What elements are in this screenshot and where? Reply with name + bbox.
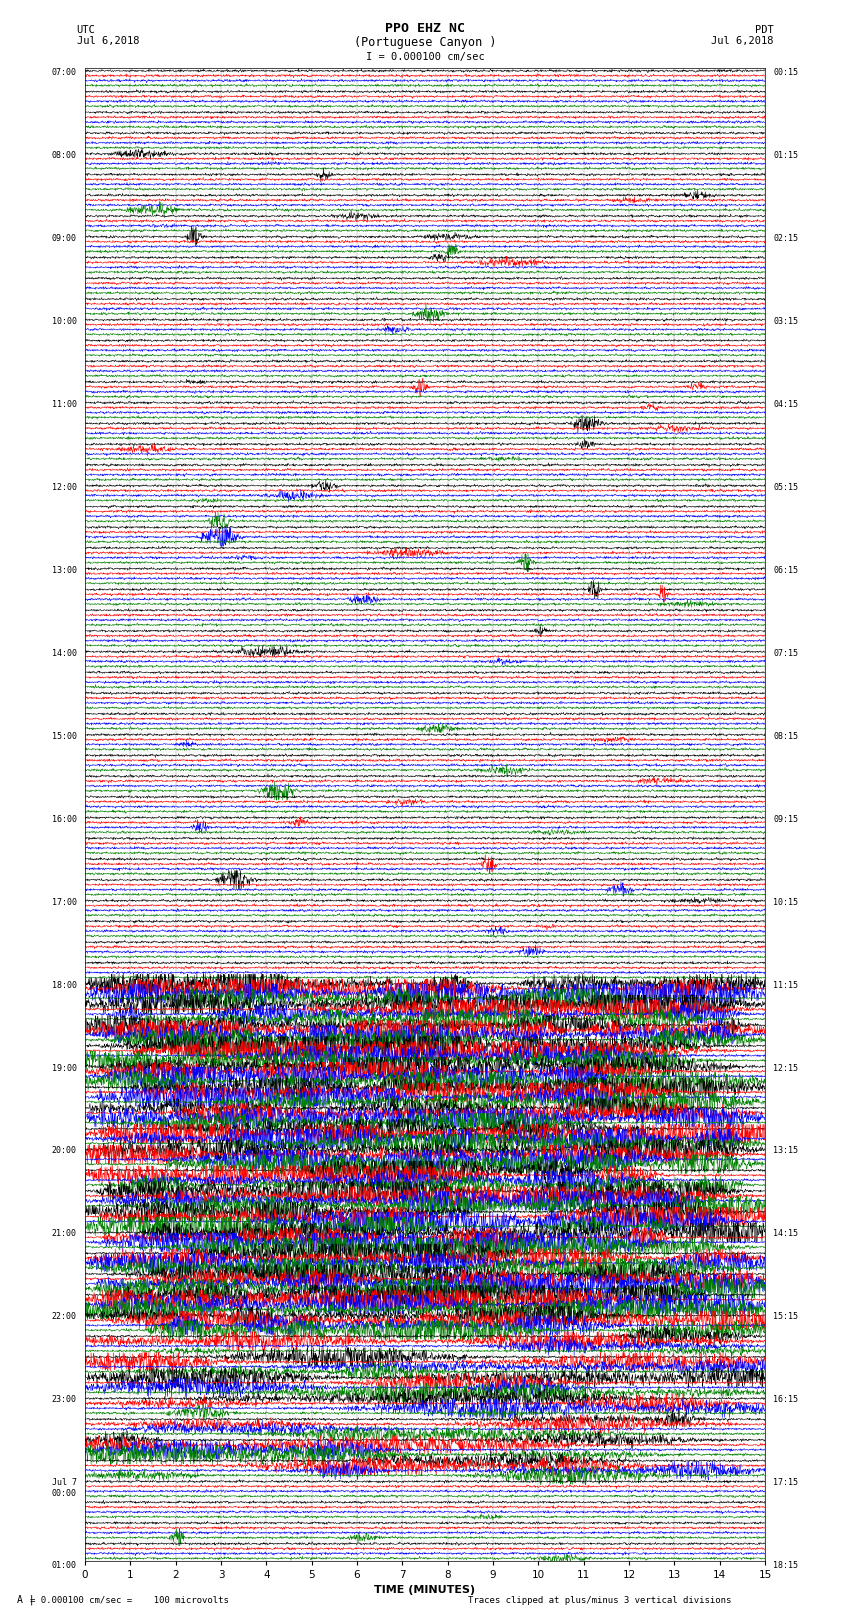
Text: UTC: UTC [76,24,95,35]
Text: 14:00: 14:00 [52,648,76,658]
Text: 02:15: 02:15 [774,234,798,242]
Text: 06:15: 06:15 [774,566,798,574]
Text: 20:00: 20:00 [52,1147,76,1155]
Text: 05:15: 05:15 [774,482,798,492]
Text: 13:15: 13:15 [774,1147,798,1155]
Text: 15:00: 15:00 [52,732,76,740]
Text: 23:00: 23:00 [52,1395,76,1405]
Text: 07:15: 07:15 [774,648,798,658]
Text: 11:15: 11:15 [774,981,798,989]
X-axis label: TIME (MINUTES): TIME (MINUTES) [375,1584,475,1595]
Text: Jul 7
00:00: Jul 7 00:00 [52,1479,76,1498]
Text: 13:00: 13:00 [52,566,76,574]
Text: 09:15: 09:15 [774,815,798,824]
Text: 22:00: 22:00 [52,1313,76,1321]
Text: 14:15: 14:15 [774,1229,798,1239]
Text: 15:15: 15:15 [774,1313,798,1321]
Text: 16:00: 16:00 [52,815,76,824]
Text: 03:15: 03:15 [774,316,798,326]
Text: 16:15: 16:15 [774,1395,798,1405]
Text: A |: A | [17,1594,35,1605]
Text: PDT: PDT [755,24,774,35]
Text: 09:00: 09:00 [52,234,76,242]
Text: 17:00: 17:00 [52,897,76,907]
Text: 07:00: 07:00 [52,68,76,77]
Text: 08:15: 08:15 [774,732,798,740]
Text: 00:15: 00:15 [774,68,798,77]
Text: 12:00: 12:00 [52,482,76,492]
Text: (Portuguese Canyon ): (Portuguese Canyon ) [354,35,496,50]
Text: 11:00: 11:00 [52,400,76,408]
Text: 01:15: 01:15 [774,150,798,160]
Text: 18:00: 18:00 [52,981,76,989]
Text: 10:15: 10:15 [774,897,798,907]
Text: I = 0.000100 cm/sec: I = 0.000100 cm/sec [366,52,484,63]
Text: 21:00: 21:00 [52,1229,76,1239]
Text: = 0.000100 cm/sec =    100 microvolts: = 0.000100 cm/sec = 100 microvolts [30,1595,229,1605]
Text: 01:00: 01:00 [52,1561,76,1571]
Text: 12:15: 12:15 [774,1063,798,1073]
Text: PPO EHZ NC: PPO EHZ NC [385,21,465,35]
Text: 18:15: 18:15 [774,1561,798,1571]
Text: 19:00: 19:00 [52,1063,76,1073]
Text: 10:00: 10:00 [52,316,76,326]
Text: 08:00: 08:00 [52,150,76,160]
Text: 04:15: 04:15 [774,400,798,408]
Text: Traces clipped at plus/minus 3 vertical divisions: Traces clipped at plus/minus 3 vertical … [468,1595,731,1605]
Text: Jul 6,2018: Jul 6,2018 [76,35,139,45]
Text: Jul 6,2018: Jul 6,2018 [711,35,774,45]
Text: 17:15: 17:15 [774,1479,798,1487]
